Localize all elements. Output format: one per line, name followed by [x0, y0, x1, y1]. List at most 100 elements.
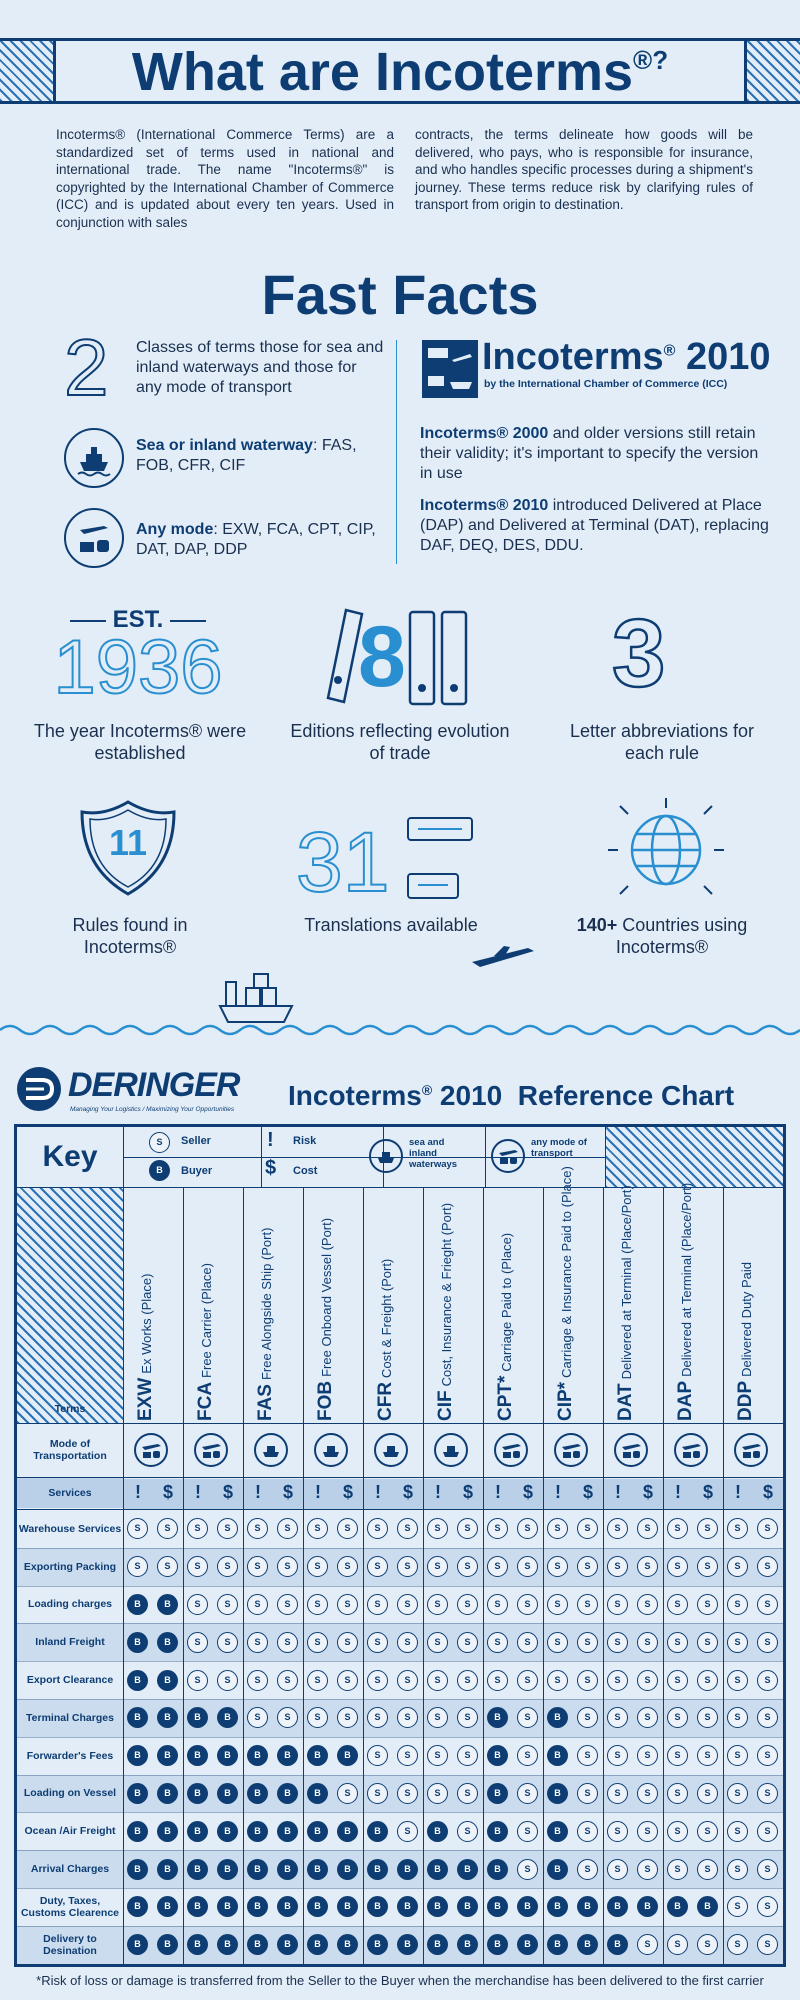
term-code: CFR	[375, 1381, 396, 1421]
deringer-logo: DERINGER Managing Your Logistics / Maxim…	[14, 1064, 264, 1134]
buyer-chip: B	[127, 1820, 148, 1842]
service-row-label: Delivery to Desination	[43, 1932, 97, 1957]
seller-chip: S	[157, 1518, 178, 1540]
seller-chip: S	[367, 1669, 388, 1691]
seller-chip: S	[577, 1631, 598, 1653]
seller-chip: S	[367, 1745, 388, 1767]
seller-chip: S	[457, 1594, 478, 1615]
seller-chip: S	[637, 1669, 658, 1691]
seller-chip: S	[667, 1820, 688, 1842]
grid-line	[17, 1423, 783, 1424]
service-row-label: Arrival Charges	[30, 1863, 110, 1876]
seller-chip: S	[637, 1594, 658, 1615]
risk-symbol: !	[675, 1482, 681, 1502]
seller-chip: S	[247, 1631, 268, 1653]
buyer-chip: B	[157, 1745, 178, 1767]
buyer-chip: B	[307, 1783, 328, 1804]
buyer-chip: B	[217, 1707, 238, 1729]
editions-caption: Editions reflecting evolution of trade	[290, 721, 510, 763]
buyer-chip: B	[547, 1858, 568, 1880]
service-row-label: Warehouse Services	[18, 1522, 122, 1535]
translations-number: 31	[295, 815, 390, 909]
grid-line	[543, 1188, 544, 1964]
term-name: Delivered at Terminal (Place/Port)	[679, 1182, 694, 1377]
seller-chip: S	[517, 1631, 538, 1653]
seller-chip: S	[727, 1783, 748, 1804]
buyer-chip: B	[127, 1934, 148, 1956]
buyer-chip: B	[547, 1783, 568, 1804]
editions-number: 8	[358, 609, 406, 705]
seller-chip: S	[727, 1934, 748, 1956]
key-cost-label: Cost	[293, 1165, 318, 1177]
incoterms-logo-icon	[422, 340, 478, 398]
seller-chip: S	[577, 1783, 598, 1804]
seller-chip: S	[757, 1594, 778, 1615]
term-code: FCA	[195, 1381, 216, 1421]
buyer-chip: B	[247, 1820, 268, 1842]
any-mode-icon	[554, 1433, 588, 1467]
key-hatch-right	[605, 1127, 783, 1187]
key-hatch-left	[17, 1188, 123, 1423]
seller-chip: S	[277, 1594, 298, 1615]
seller-chip: S	[577, 1745, 598, 1767]
classes-text: Classes of terms those for sea and inlan…	[136, 339, 384, 396]
cost-symbol: $	[582, 1482, 593, 1502]
seller-chip: S	[667, 1631, 688, 1653]
buyer-chip: B	[667, 1896, 688, 1918]
seller-chip: S	[487, 1669, 508, 1691]
risk-symbol: !	[495, 1482, 501, 1502]
any-mode-icon	[494, 1433, 528, 1467]
letters-number: 3	[611, 600, 667, 707]
risk-symbol: !	[255, 1482, 261, 1502]
buyer-chip: B	[187, 1858, 208, 1880]
intro-col-1: Incoterms® (International Commerce Terms…	[56, 127, 394, 230]
seller-chip: S	[337, 1631, 358, 1653]
seller-chip: S	[637, 1745, 658, 1767]
buyer-chip: B	[217, 1934, 238, 1956]
buyer-chip: B	[607, 1934, 628, 1956]
seller-chip: S	[667, 1858, 688, 1880]
grid-line	[17, 1547, 783, 1549]
seller-chip: S	[337, 1556, 358, 1578]
buyer-chip: B	[157, 1631, 178, 1653]
seller-chip: S	[637, 1707, 658, 1729]
key-sea-icon	[369, 1139, 403, 1173]
buyer-chip: B	[577, 1896, 598, 1918]
risk-symbol: !	[315, 1482, 321, 1502]
grid-line	[123, 1157, 605, 1158]
term-name: Cost, Insurance & Frieght (Port)	[439, 1202, 454, 1387]
wave-divider	[0, 1022, 800, 1038]
seller-chip: S	[637, 1783, 658, 1804]
seller-chip: S	[757, 1669, 778, 1691]
seller-chip: S	[367, 1594, 388, 1615]
seller-chip: S	[307, 1556, 328, 1578]
term-name: Free Alongside Ship (Port)	[259, 1227, 274, 1381]
seller-chip: S	[397, 1707, 418, 1729]
est-label: EST.	[48, 606, 228, 634]
seller-chip: S	[247, 1594, 268, 1615]
rules-number: 11	[108, 822, 148, 863]
chart-title: Incoterms® 2010 Reference Chart	[288, 1080, 735, 1111]
seller-chip: S	[517, 1594, 538, 1615]
buyer-chip: B	[517, 1896, 538, 1918]
seller-chip: S	[577, 1707, 598, 1729]
seller-chip: S	[547, 1669, 568, 1691]
buyer-chip: B	[307, 1896, 328, 1918]
cost-symbol: $	[342, 1482, 353, 1502]
fast-facts-heading: Fast Facts	[261, 263, 539, 326]
term-code: FAS	[255, 1384, 276, 1421]
risk-symbol: !	[375, 1482, 381, 1502]
service-row-label: Ocean /Air Freight	[24, 1825, 116, 1838]
buyer-chip: B	[307, 1820, 328, 1842]
seller-chip: S	[607, 1820, 628, 1842]
buyer-chip: B	[367, 1896, 388, 1918]
buyer-chip: B	[577, 1934, 598, 1956]
grid-line	[243, 1188, 244, 1964]
seller-chip: S	[187, 1669, 208, 1691]
term-code: EXW	[135, 1377, 156, 1421]
grid-line	[363, 1188, 364, 1964]
buyer-chip: B	[247, 1858, 268, 1880]
seller-chip: S	[127, 1518, 148, 1540]
buyer-chip: B	[127, 1858, 148, 1880]
seller-chip: S	[337, 1518, 358, 1540]
